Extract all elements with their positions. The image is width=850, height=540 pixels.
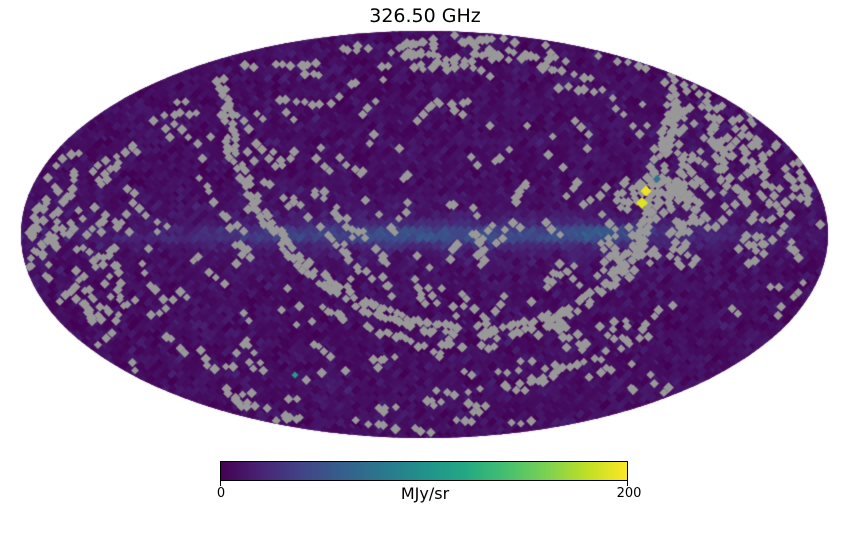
colorbar-max-label: 200	[616, 486, 642, 501]
colorbar-min-label: 0	[216, 486, 226, 501]
chart-title: 326.50 GHz	[369, 5, 481, 27]
colorbar-gradient	[220, 461, 628, 481]
colorbar-max-tick	[627, 481, 628, 486]
colorbar-unit-label: MJy/sr	[400, 484, 450, 503]
colorbar-min-tick	[220, 481, 221, 486]
